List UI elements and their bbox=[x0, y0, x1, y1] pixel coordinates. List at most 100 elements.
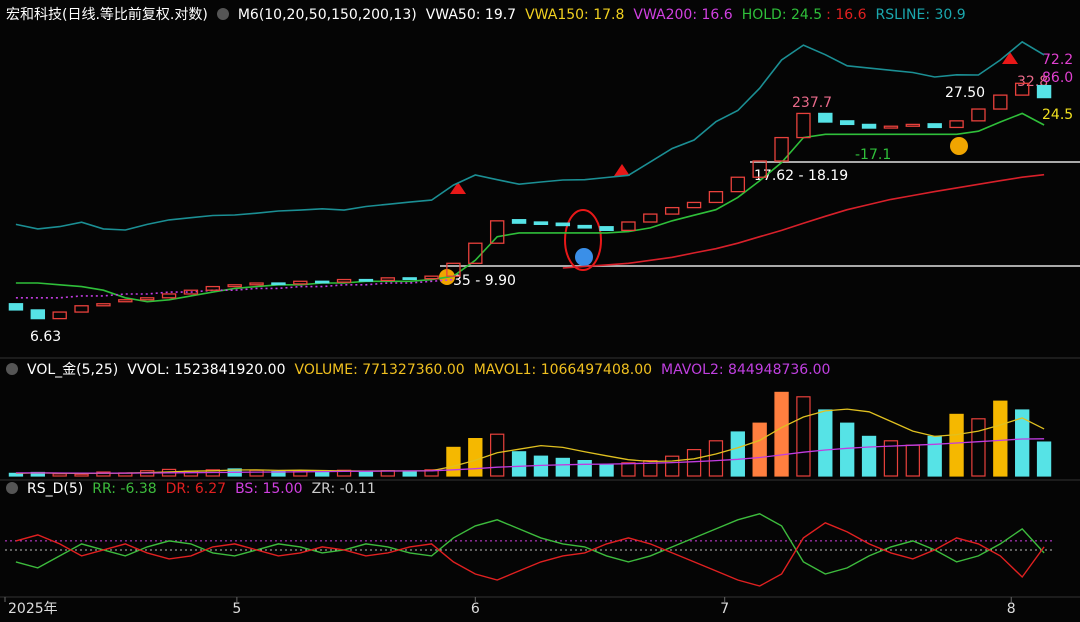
candle bbox=[818, 112, 833, 123]
volume-bar bbox=[665, 455, 680, 477]
annotation: 86.0 bbox=[1042, 70, 1073, 86]
candle bbox=[752, 160, 767, 178]
legend: VWA200: 16.6 bbox=[633, 7, 733, 23]
x-tick-label: 7 bbox=[720, 601, 729, 617]
x-tick-label: 5 bbox=[232, 601, 241, 617]
volume-bar bbox=[1036, 441, 1052, 477]
candle bbox=[883, 125, 899, 129]
candle bbox=[555, 222, 571, 227]
candle bbox=[577, 224, 592, 229]
candle bbox=[205, 285, 221, 291]
volume-bar bbox=[927, 435, 942, 477]
candle bbox=[271, 282, 286, 286]
volume-bar bbox=[883, 440, 899, 477]
candle bbox=[949, 120, 964, 129]
candle bbox=[118, 299, 133, 303]
volume-bar bbox=[818, 409, 833, 477]
volume-bar bbox=[774, 391, 789, 477]
annotation: 24.5 bbox=[1042, 107, 1073, 123]
candle bbox=[686, 201, 702, 209]
legend: VOLUME: 771327360.00 bbox=[294, 362, 465, 378]
candle bbox=[927, 123, 942, 129]
volume-bar bbox=[511, 451, 527, 477]
legend: RR: -6.38 bbox=[92, 481, 157, 497]
legend: VVOL: 1523841920.00 bbox=[127, 362, 286, 378]
candle bbox=[227, 284, 242, 288]
candle bbox=[993, 94, 1008, 110]
candle bbox=[183, 289, 199, 295]
rs-title: RS_D(5) bbox=[27, 481, 84, 497]
highlight-ring bbox=[564, 209, 602, 271]
candle bbox=[599, 226, 614, 232]
x-tick-label: 6 bbox=[471, 601, 480, 617]
annotation: 27.50 bbox=[945, 85, 985, 101]
volume-bar bbox=[730, 431, 745, 477]
candle bbox=[839, 120, 855, 126]
candle bbox=[30, 309, 46, 320]
candle bbox=[730, 176, 746, 193]
candle bbox=[796, 112, 811, 139]
candle bbox=[249, 282, 264, 286]
price-line bbox=[15, 112, 1045, 303]
rs-header: RS_D(5) RR: -6.38 DR: 6.27 BS: 15.00 ZR: -0.… bbox=[6, 481, 385, 497]
price-line bbox=[562, 173, 1045, 269]
volume-bar bbox=[555, 457, 570, 477]
candle bbox=[489, 220, 505, 244]
signal-ball bbox=[575, 248, 593, 266]
candle bbox=[905, 123, 921, 127]
signal-triangle bbox=[1002, 52, 1018, 64]
candle bbox=[708, 190, 724, 204]
signal-triangle bbox=[614, 164, 630, 176]
candle bbox=[1014, 82, 1030, 96]
legend: RSLINE: 30.9 bbox=[875, 7, 966, 23]
candle bbox=[971, 108, 986, 122]
rs-line bbox=[15, 522, 1045, 587]
candle bbox=[293, 280, 308, 285]
volume-bar bbox=[599, 464, 614, 477]
candle bbox=[861, 123, 877, 129]
volume-bar bbox=[993, 400, 1008, 477]
volume-bar bbox=[74, 473, 89, 477]
legend: VWA50: 19.7 bbox=[425, 7, 517, 23]
candle bbox=[621, 221, 636, 232]
volume-bar bbox=[402, 470, 417, 477]
candle bbox=[446, 262, 461, 277]
legend: MAVOL2: 844948736.00 bbox=[661, 362, 831, 378]
volume-bar bbox=[861, 435, 877, 477]
candle bbox=[161, 293, 177, 299]
volume-bar bbox=[249, 469, 264, 477]
candle bbox=[358, 278, 374, 282]
annotation: 72.2 bbox=[1042, 52, 1073, 68]
candle bbox=[314, 280, 330, 284]
volume-bar bbox=[708, 440, 724, 477]
volume-bar bbox=[490, 433, 505, 477]
volume-bar bbox=[52, 473, 67, 477]
candle bbox=[402, 277, 417, 280]
candle bbox=[74, 305, 89, 313]
price-title: 宏和科技(日线.等比前复权.对数) bbox=[6, 7, 208, 23]
annotation: 6.63 bbox=[30, 329, 61, 345]
legend: BS: 15.00 bbox=[235, 481, 303, 497]
legend: : 16.6 bbox=[826, 7, 867, 23]
candle bbox=[1036, 84, 1052, 99]
price-line bbox=[15, 278, 454, 299]
candle bbox=[643, 213, 658, 223]
volume-title: VOL_金(5,25) bbox=[27, 362, 119, 378]
signal-triangle bbox=[450, 182, 466, 194]
volume-bar bbox=[446, 446, 461, 477]
volume-bar bbox=[971, 418, 986, 477]
legend: ZR: -0.11 bbox=[311, 481, 376, 497]
legend: VWA150: 17.8 bbox=[525, 7, 625, 23]
x-tick-label: 8 bbox=[1007, 601, 1016, 617]
volume-bar bbox=[686, 449, 702, 477]
volume-bar bbox=[1015, 409, 1030, 477]
annotation: 17.62 - 18.19 bbox=[754, 168, 848, 184]
annotation: 35 - 9.90 bbox=[453, 273, 516, 289]
candle bbox=[511, 219, 527, 224]
volume-bar bbox=[949, 413, 964, 477]
legend: DR: 6.27 bbox=[165, 481, 227, 497]
volume-bar bbox=[577, 460, 592, 477]
volume-bar bbox=[752, 422, 767, 477]
